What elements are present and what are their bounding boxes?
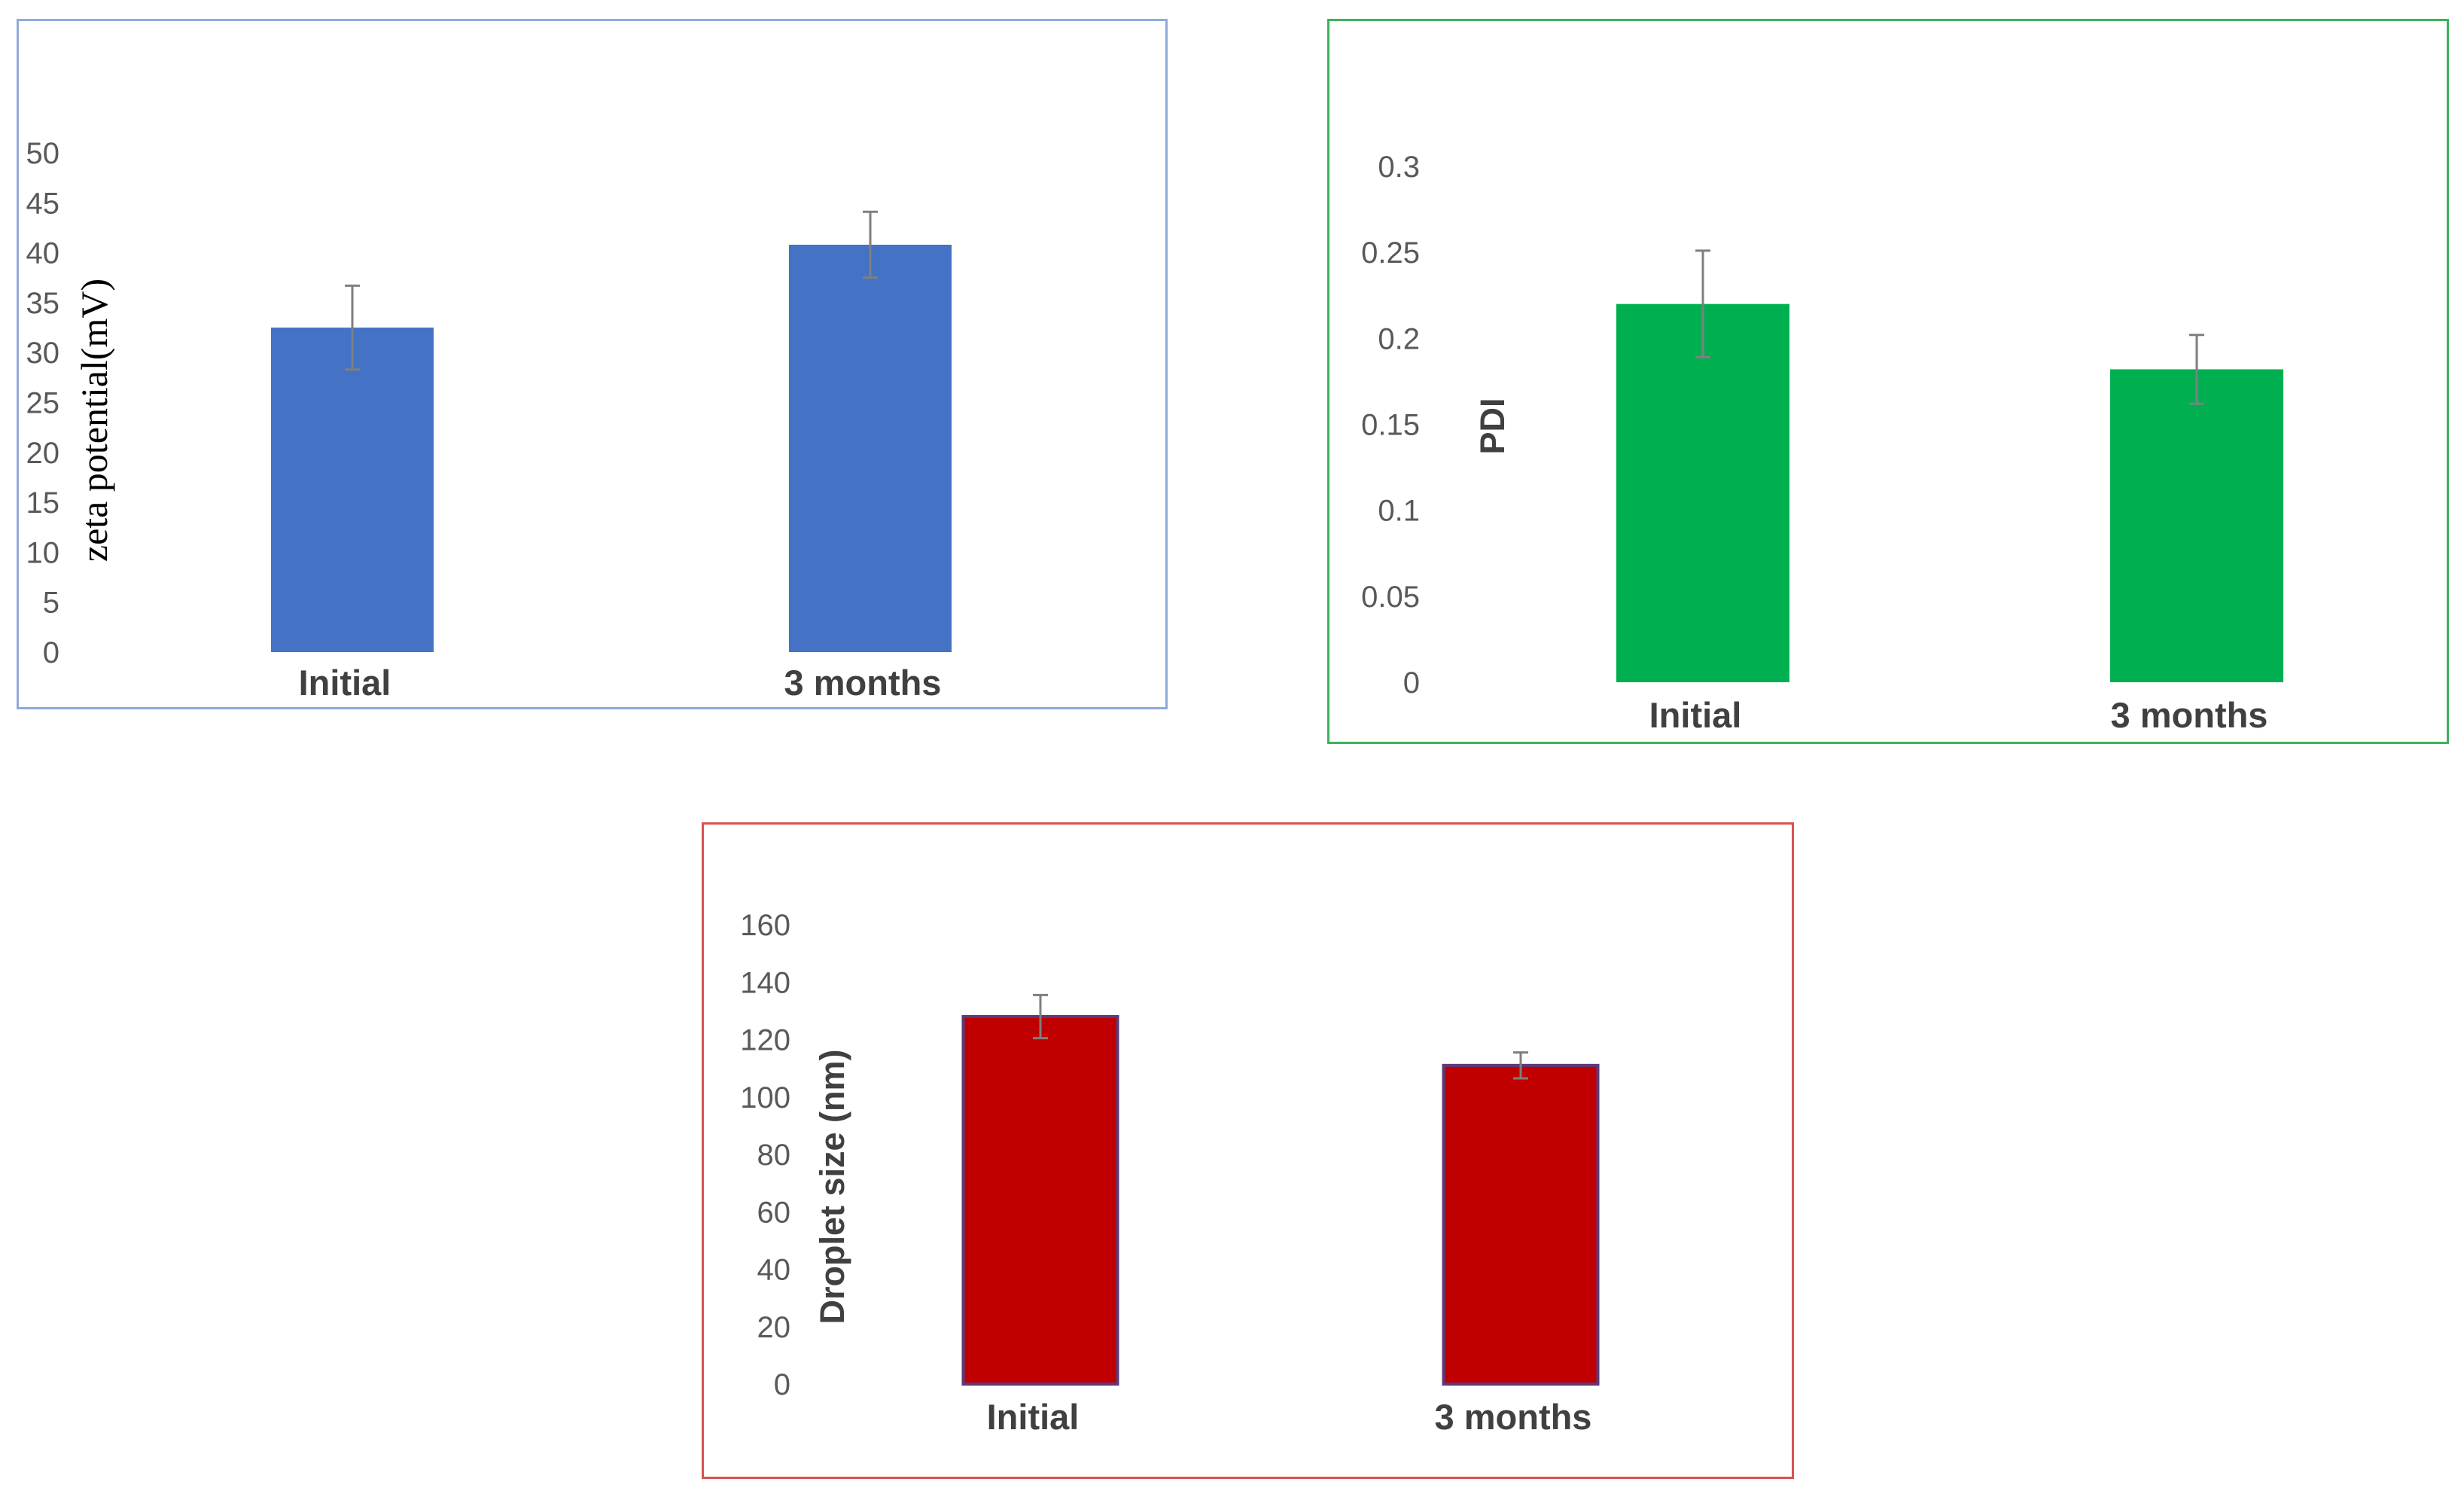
y-axis-label: Droplet size (nm) — [813, 1049, 851, 1324]
y-tick-label: 15 — [26, 486, 60, 520]
y-tick-label: 45 — [26, 187, 60, 220]
category-label: Initial — [299, 663, 391, 703]
y-tick-label: 160 — [740, 909, 790, 942]
y-tick-label: 60 — [757, 1196, 791, 1229]
category-label: 3 months — [2111, 695, 2268, 735]
bar — [789, 244, 952, 652]
zeta-potential-chart-svg: 0 5 10 15 20 25 30 35 40 45 50 zeta potential(mV) In… — [26, 137, 952, 703]
bar — [961, 1015, 1119, 1386]
y-tick-label: 40 — [26, 237, 60, 270]
y-tick-label: 0.05 — [1361, 581, 1420, 614]
pdi-chart-svg: 0 0.05 0.1 0.15 0.2 0.25 0.3 PDI Initial 3 months — [1361, 151, 2283, 735]
y-tick-label: 0.3 — [1378, 151, 1420, 184]
y-tick-label: 0.15 — [1361, 409, 1420, 442]
y-axis-label: zeta potential(mV) — [73, 279, 115, 562]
droplet-size-chart-svg: 0 20 40 60 80 100 120 140 160 Droplet size (nm) In… — [740, 909, 1600, 1437]
category-label: 3 months — [784, 663, 942, 703]
y-tick-label: 10 — [26, 536, 60, 569]
pdi-chart: 0 0.05 0.1 0.15 0.2 0.25 0.3 PDI Initial 3 months — [1327, 19, 2449, 744]
y-tick-label: 0.1 — [1378, 495, 1420, 528]
droplet-size-chart: 0 20 40 60 80 100 120 140 160 Droplet size (nm) In… — [702, 822, 1794, 1479]
y-tick-label: 140 — [740, 966, 790, 999]
zeta-potential-chart: 0 5 10 15 20 25 30 35 40 45 50 zeta potential(mV) In… — [17, 19, 1168, 709]
bar — [1616, 303, 1789, 682]
y-tick-label: 0.2 — [1378, 322, 1420, 355]
y-tick-label: 0 — [774, 1368, 790, 1401]
bar — [271, 328, 434, 652]
y-tick-label: 120 — [740, 1024, 790, 1057]
y-tick-label: 25 — [26, 387, 60, 420]
y-tick-label: 40 — [757, 1254, 791, 1287]
y-tick-label: 20 — [26, 437, 60, 470]
y-tick-label: 0 — [1403, 666, 1420, 700]
category-label: Initial — [987, 1397, 1080, 1437]
bar — [1442, 1063, 1600, 1386]
y-axis-label: PDI — [1473, 398, 1512, 454]
category-label: 3 months — [1435, 1397, 1592, 1437]
y-tick-label: 100 — [740, 1081, 790, 1114]
category-label: Initial — [1649, 695, 1742, 735]
y-tick-label: 35 — [26, 287, 60, 320]
y-tick-label: 30 — [26, 337, 60, 370]
y-tick-label: 50 — [26, 137, 60, 170]
y-tick-label: 0 — [43, 636, 59, 669]
y-tick-label: 80 — [757, 1139, 791, 1172]
y-tick-label: 20 — [757, 1311, 791, 1344]
y-tick-label: 5 — [43, 587, 59, 620]
y-tick-label: 0.25 — [1361, 236, 1420, 270]
bar — [2110, 369, 2283, 682]
